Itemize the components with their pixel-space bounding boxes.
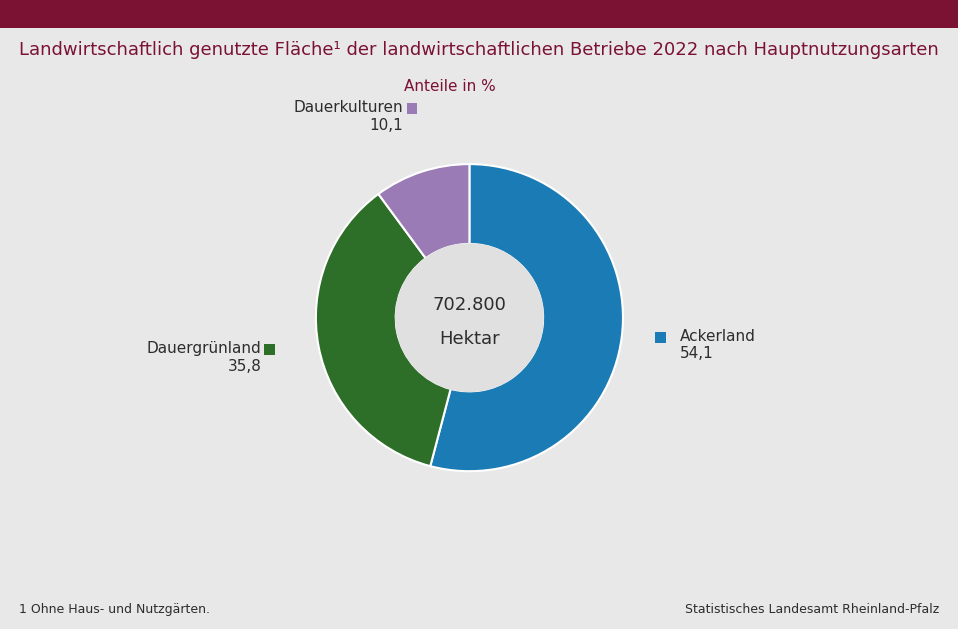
FancyBboxPatch shape xyxy=(264,344,275,355)
FancyBboxPatch shape xyxy=(406,103,418,114)
Text: 1 Ohne Haus- und Nutzgärten.: 1 Ohne Haus- und Nutzgärten. xyxy=(19,603,210,616)
Wedge shape xyxy=(316,194,450,466)
FancyBboxPatch shape xyxy=(655,332,666,343)
Circle shape xyxy=(396,244,543,391)
Wedge shape xyxy=(378,164,469,259)
Wedge shape xyxy=(430,164,623,471)
Text: Anteile in %: Anteile in % xyxy=(404,79,496,94)
Text: Landwirtschaftlich genutzte Fläche¹ der landwirtschaftlichen Betriebe 2022 nach : Landwirtschaftlich genutzte Fläche¹ der … xyxy=(19,41,939,59)
Text: Hektar: Hektar xyxy=(439,330,500,348)
Text: Statistisches Landesamt Rheinland-Pfalz: Statistisches Landesamt Rheinland-Pfalz xyxy=(685,603,939,616)
Text: Dauerkulturen
10,1: Dauerkulturen 10,1 xyxy=(294,100,403,133)
Text: Dauergrünland
35,8: Dauergrünland 35,8 xyxy=(147,341,262,374)
Text: Ackerland
54,1: Ackerland 54,1 xyxy=(679,329,756,361)
Text: 702.800: 702.800 xyxy=(432,296,507,314)
